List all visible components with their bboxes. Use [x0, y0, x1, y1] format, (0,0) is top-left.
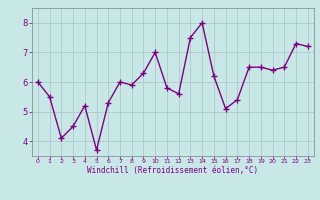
X-axis label: Windchill (Refroidissement éolien,°C): Windchill (Refroidissement éolien,°C): [87, 166, 258, 175]
